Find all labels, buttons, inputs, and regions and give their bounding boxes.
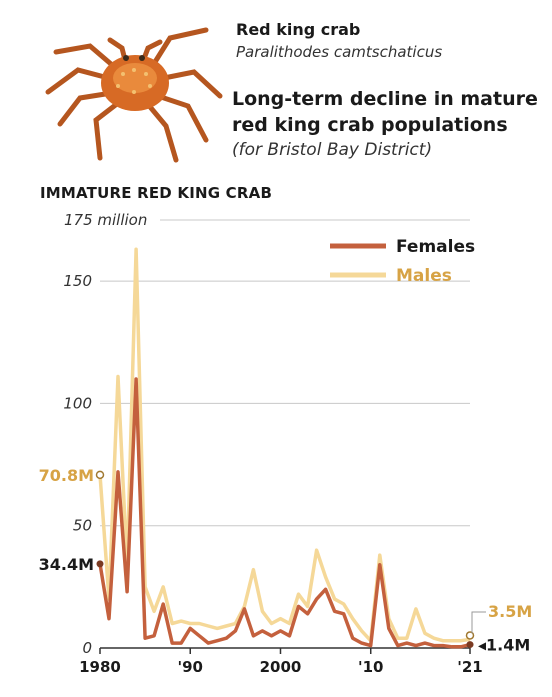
y-tick-label: 50 — [73, 517, 92, 535]
x-tick-label: 2000 — [260, 658, 302, 676]
y-tick-label: 0 — [82, 639, 92, 657]
legend-label: Females — [396, 237, 475, 257]
males-end-marker — [465, 631, 475, 640]
y-tick-label: 150 — [63, 272, 92, 290]
legend-label: Males — [396, 266, 452, 286]
species-latin-name: Paralithodes camtschaticus — [236, 43, 443, 61]
species-name: Red king crab — [236, 20, 361, 39]
x-tick-label: '90 — [178, 658, 203, 676]
x-tick-label: '10 — [358, 658, 383, 676]
annotation-leader — [471, 611, 486, 634]
red-king-crab-icon — [45, 27, 223, 163]
males-start-marker — [95, 470, 105, 480]
series-line-males — [98, 247, 471, 643]
annotation-females-end: ◂1.4M — [478, 636, 530, 655]
headline: Long-term decline in mature red king cra… — [232, 86, 538, 138]
x-tick-label: '21 — [457, 658, 482, 676]
annotation-females-start: 34.4M — [39, 555, 94, 574]
y-tick-label: 175 million — [64, 211, 147, 229]
y-tick-label: 100 — [63, 394, 92, 412]
series-line-females — [98, 377, 471, 649]
headline-line-2: red king crab populations — [232, 114, 508, 136]
females-start-marker — [96, 560, 104, 568]
subhead: (for Bristol Bay District) — [232, 140, 433, 160]
females-end-marker — [466, 641, 474, 649]
chart-title: IMMATURE RED KING CRAB — [40, 184, 273, 202]
headline-line-1: Long-term decline in mature — [232, 88, 538, 110]
annotation-males-end: 3.5M — [488, 602, 532, 621]
x-tick-label: 1980 — [79, 658, 121, 676]
annotation-males-start: 70.8M — [39, 466, 94, 485]
